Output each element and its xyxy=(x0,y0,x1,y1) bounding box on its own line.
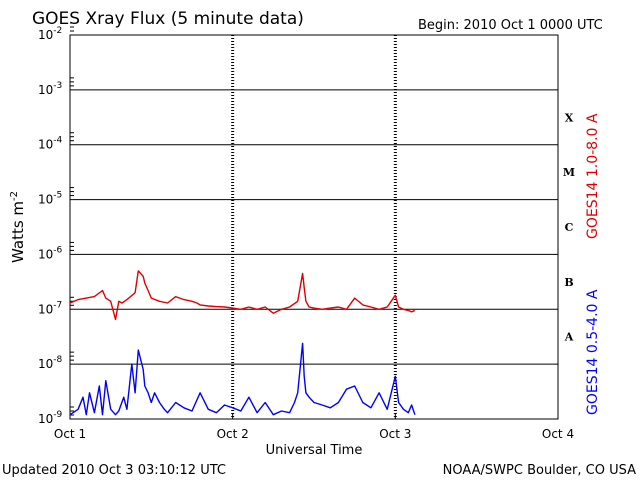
series-lines xyxy=(69,270,416,416)
y-tick-exponent: -8 xyxy=(53,355,62,365)
y-axis-label-exponent: -2 xyxy=(9,191,20,201)
y-tick-exponent: -3 xyxy=(53,81,62,91)
y-tick-label-4: 10-5 xyxy=(38,191,62,207)
updated-timestamp: Updated 2010 Oct 3 03:10:12 UTC xyxy=(2,463,226,478)
y-tick-label-1: 10-8 xyxy=(38,355,63,371)
y-tick-exponent: -6 xyxy=(53,245,62,255)
legend-series-short-wavelength: GOES14 0.5-4.0 A xyxy=(585,289,601,415)
series-line-long-wavelength xyxy=(69,270,416,321)
y-tick-base: 10 xyxy=(38,83,53,97)
begin-label: Begin: 2010 Oct 1 0000 UTC xyxy=(418,18,603,33)
y-tick-base: 10 xyxy=(38,193,53,207)
y-tick-label-5: 10-4 xyxy=(38,136,63,152)
x-axis-label: Universal Time xyxy=(266,443,363,458)
day-divider-lines xyxy=(231,35,397,419)
legend-series-long-wavelength: GOES14 1.0-8.0 A xyxy=(585,113,601,239)
y-tick-base: 10 xyxy=(38,302,53,316)
y-tick-exponent: -5 xyxy=(53,191,62,201)
y-tick-base: 10 xyxy=(38,247,53,261)
flare-class-B: B xyxy=(564,276,573,289)
x-tick-label-1: Oct 2 xyxy=(217,427,249,441)
x-tick-labels: Oct 1 Oct 2 Oct 3 Oct 4 xyxy=(54,413,574,441)
flare-class-A: A xyxy=(564,331,574,344)
chart-title: GOES Xray Flux (5 minute data) xyxy=(32,9,304,29)
y-tick-exponent: -9 xyxy=(53,410,62,420)
y-tick-exponent: -7 xyxy=(53,300,62,310)
y-axis-label-base: Watts m xyxy=(9,201,27,263)
y-tick-label-7: 10-2 xyxy=(38,26,62,42)
y-tick-label-2: 10-7 xyxy=(38,300,62,316)
y-tick-base: 10 xyxy=(38,412,53,426)
y-tick-label-3: 10-6 xyxy=(38,245,63,261)
flare-class-M: M xyxy=(563,166,575,179)
x-tick-label-3: Oct 4 xyxy=(542,427,574,441)
y-tick-base: 10 xyxy=(38,28,53,42)
grid-lines xyxy=(70,34,558,420)
credit-label: NOAA/SWPC Boulder, CO USA xyxy=(443,463,636,478)
y-tick-label-0: 10-9 xyxy=(38,410,63,426)
y-tick-label-6: 10-3 xyxy=(38,81,62,97)
x-tick-label-0: Oct 1 xyxy=(54,427,86,441)
y-tick-exponent: -2 xyxy=(53,26,62,36)
flare-class-X: X xyxy=(565,111,574,124)
y-tick-exponent: -4 xyxy=(53,136,62,146)
y-tick-base: 10 xyxy=(38,357,53,371)
y-tick-labels: 10-910-810-710-610-510-410-310-2 xyxy=(38,22,74,426)
flare-class-C: C xyxy=(565,221,574,234)
x-tick-label-2: Oct 3 xyxy=(379,427,411,441)
plot-frame xyxy=(69,34,559,420)
y-axis-label: Watts m-2 xyxy=(9,191,27,263)
series-line-short-wavelength xyxy=(69,342,416,416)
y-tick-base: 10 xyxy=(38,138,53,152)
flare-class-labels: A B C M X xyxy=(563,111,575,343)
